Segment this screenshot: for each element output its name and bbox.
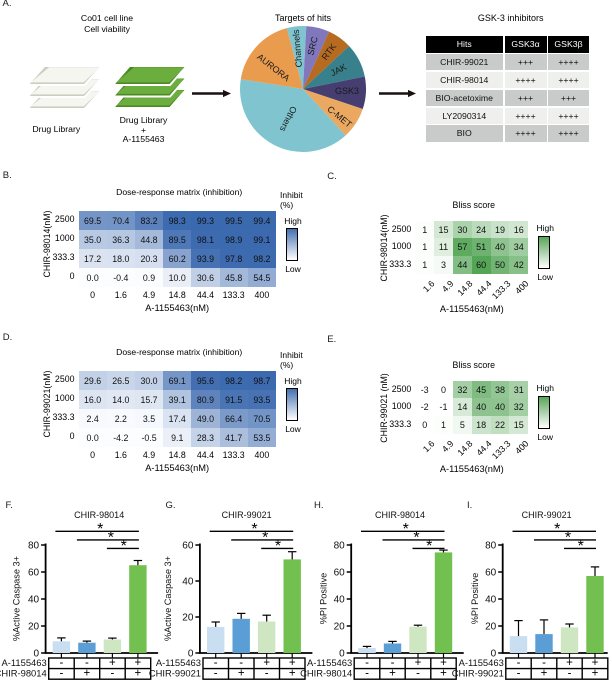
svg-text:-: - — [59, 668, 63, 680]
svg-text:GSK3: GSK3 — [335, 86, 359, 96]
svg-text:-: - — [416, 668, 420, 680]
svg-text:80: 80 — [28, 541, 40, 552]
svg-text:0: 0 — [339, 649, 345, 660]
svg-text:20: 20 — [182, 613, 194, 624]
svg-text:0: 0 — [188, 649, 194, 660]
svg-text:*: * — [426, 538, 432, 555]
svg-text:+: + — [592, 668, 599, 680]
svg-text:-: - — [542, 657, 546, 669]
svg-text:CHIR-98014: CHIR-98014 — [375, 510, 425, 520]
svg-text:+: + — [289, 657, 296, 669]
svg-text:80: 80 — [334, 541, 346, 552]
svg-text:+: + — [440, 668, 447, 680]
svg-text:60: 60 — [334, 568, 346, 579]
svg-text:CHIR-99021: CHIR-99021 — [522, 510, 572, 520]
svg-text:+: + — [592, 657, 599, 669]
svg-text:+: + — [389, 668, 396, 680]
svg-text:40: 40 — [182, 577, 194, 588]
svg-text:CHIR-98014: CHIR-98014 — [300, 667, 352, 678]
svg-text:-: - — [517, 668, 521, 680]
svg-text:+: + — [84, 668, 91, 680]
svg-text:A-1155463: A-1155463 — [307, 657, 352, 668]
svg-text:%PI Positive: %PI Positive — [319, 573, 329, 625]
svg-text:0: 0 — [491, 649, 497, 660]
svg-text:A-1155463: A-1155463 — [2, 657, 47, 668]
svg-text:-: - — [110, 668, 114, 680]
svg-text:80: 80 — [485, 541, 497, 552]
svg-text:%Active Caspase 3+: %Active Caspase 3+ — [163, 556, 173, 641]
svg-text:*: * — [262, 530, 268, 547]
svg-text:*: * — [121, 538, 127, 555]
svg-text:CHIR-99021: CHIR-99021 — [149, 667, 201, 678]
svg-text:-: - — [85, 657, 89, 669]
svg-text:*: * — [578, 538, 584, 555]
svg-text:%PI Positive: %PI Positive — [470, 573, 480, 625]
svg-text:+: + — [415, 657, 422, 669]
svg-text:+: + — [135, 657, 142, 669]
svg-text:-: - — [365, 668, 369, 680]
svg-text:*: * — [565, 530, 571, 547]
svg-text:CHIR-99021: CHIR-99021 — [222, 510, 272, 520]
svg-text:+: + — [541, 668, 548, 680]
svg-text:*: * — [108, 530, 114, 547]
svg-text:+: + — [238, 668, 245, 680]
svg-text:*: * — [251, 521, 257, 538]
svg-text:*: * — [554, 521, 560, 538]
svg-text:-: - — [391, 657, 395, 669]
svg-text:60: 60 — [182, 541, 194, 552]
svg-text:A-1155463: A-1155463 — [156, 657, 201, 668]
svg-text:*: * — [413, 530, 419, 547]
svg-text:20: 20 — [485, 622, 497, 633]
svg-text:+: + — [109, 657, 116, 669]
svg-text:40: 40 — [485, 595, 497, 606]
svg-text:-: - — [59, 657, 63, 669]
svg-text:*: * — [403, 521, 409, 538]
svg-text:Channels: Channels — [291, 29, 304, 68]
svg-text:%Active Caspase 3+: %Active Caspase 3+ — [12, 556, 22, 641]
svg-text:60: 60 — [485, 568, 497, 579]
svg-text:-: - — [239, 657, 243, 669]
svg-text:CHIR-98014: CHIR-98014 — [0, 667, 47, 678]
svg-text:+: + — [566, 657, 573, 669]
svg-text:60: 60 — [28, 568, 40, 579]
svg-text:-: - — [214, 657, 218, 669]
svg-text:CHIR-98014: CHIR-98014 — [74, 510, 124, 520]
svg-text:+: + — [289, 668, 296, 680]
svg-text:*: * — [97, 521, 103, 538]
svg-text:*: * — [275, 538, 281, 555]
svg-text:+: + — [440, 657, 447, 669]
svg-text:0: 0 — [34, 649, 40, 660]
svg-text:-: - — [365, 657, 369, 669]
svg-text:-: - — [568, 668, 572, 680]
svg-text:SRC: SRC — [306, 35, 320, 56]
svg-text:A-1155463: A-1155463 — [459, 657, 504, 668]
svg-text:CHIR-99021: CHIR-99021 — [452, 667, 504, 678]
svg-text:-: - — [214, 668, 218, 680]
svg-text:+: + — [135, 668, 142, 680]
svg-text:+: + — [263, 657, 270, 669]
svg-text:40: 40 — [28, 595, 40, 606]
svg-text:40: 40 — [334, 595, 346, 606]
svg-text:-: - — [265, 668, 269, 680]
svg-text:20: 20 — [28, 622, 40, 633]
svg-text:-: - — [517, 657, 521, 669]
svg-text:20: 20 — [334, 622, 346, 633]
